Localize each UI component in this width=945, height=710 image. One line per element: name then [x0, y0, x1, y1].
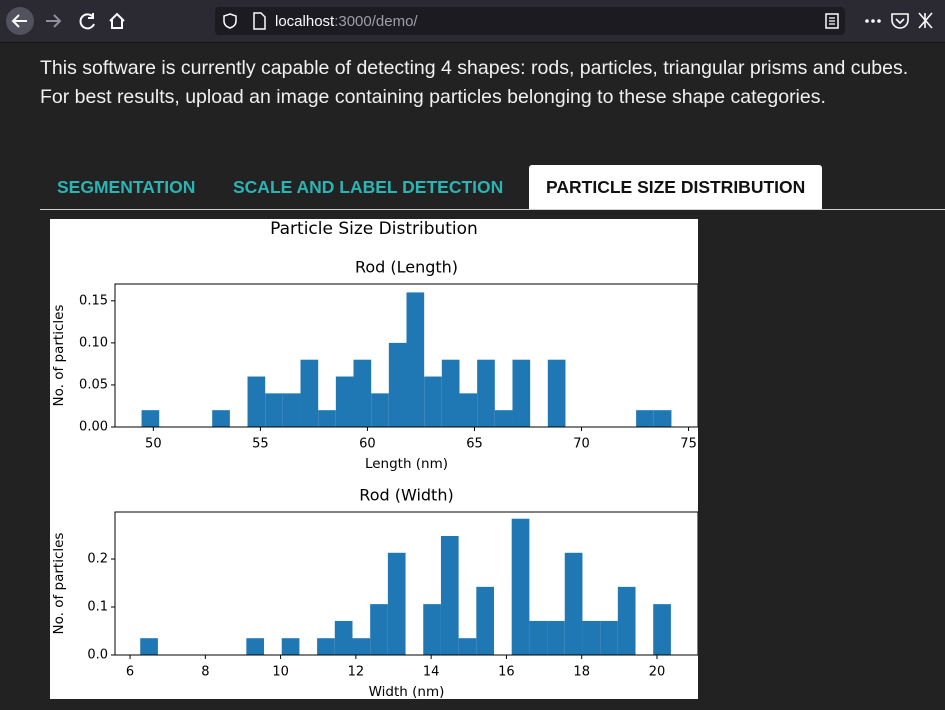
- histogram-bar: [547, 620, 565, 655]
- y-tick-label: 0.0: [87, 648, 108, 663]
- url-path: :3000/demo/: [334, 13, 418, 30]
- histogram-bar: [246, 638, 265, 655]
- histogram-bar: [459, 393, 478, 427]
- x-tick-label: 16: [498, 665, 515, 680]
- histogram-bar: [653, 604, 671, 655]
- histogram-bar: [247, 376, 266, 427]
- x-axis-label: Length (nm): [365, 456, 448, 472]
- histogram-bar: [318, 410, 336, 427]
- shield-icon: [223, 13, 237, 29]
- y-tick-label: 0.2: [87, 552, 108, 567]
- figure: Particle Size Distribution 0.00 0.05 0.10 0…: [50, 219, 698, 699]
- histogram-bar: [600, 620, 618, 655]
- histogram-bar: [423, 604, 441, 655]
- histogram-bar: [636, 410, 654, 427]
- url-host: localhost: [275, 13, 335, 30]
- axes-title: Rod (Width): [359, 486, 453, 505]
- y-tick-label: 0.15: [79, 293, 108, 308]
- axes-frame: [114, 283, 698, 428]
- x-tick-label: 60: [359, 437, 376, 452]
- nav-icons: [6, 7, 125, 35]
- tab-bar: SEGMENTATION SCALE AND LABEL DETECTION P…: [40, 165, 945, 210]
- reader-icon[interactable]: [818, 7, 848, 35]
- x-tick-label: 70: [573, 437, 590, 452]
- histogram-bar: [388, 342, 407, 427]
- reload-button[interactable]: [79, 13, 95, 30]
- histogram-bar: [140, 638, 158, 655]
- x-tick-label: 18: [573, 665, 590, 680]
- histogram-bar: [547, 359, 566, 427]
- histogram-bar: [617, 586, 636, 655]
- intro-line: For best results, upload an image contai…: [40, 86, 826, 108]
- browser-toolbar: localhost:3000/demo/: [0, 0, 945, 43]
- x-tick-label: 75: [680, 437, 697, 452]
- histogram-bar: [335, 376, 354, 427]
- menu-icons: [865, 12, 933, 29]
- histogram-bar: [476, 586, 495, 655]
- axes-frame: [114, 511, 698, 656]
- url-bar[interactable]: localhost:3000/demo/: [215, 7, 845, 35]
- x-axis-label: Width (nm): [369, 684, 445, 699]
- histogram-bar: [494, 410, 513, 427]
- histogram-bar: [371, 393, 389, 427]
- page-icon: [253, 12, 266, 30]
- histogram-bar: [353, 359, 372, 427]
- y-tick-label: 0.1: [87, 600, 108, 615]
- histogram-bar: [424, 376, 442, 427]
- histogram-bar: [653, 410, 672, 427]
- histogram-bar: [458, 638, 477, 655]
- histogram-bar: [387, 552, 406, 655]
- tab[interactable]: SCALE AND LABEL DETECTION: [233, 177, 504, 197]
- histogram-bar: [317, 638, 335, 655]
- histogram-bar: [511, 518, 530, 655]
- tab[interactable]: SEGMENTATION: [57, 177, 196, 197]
- y-axis-label: No. of particles: [51, 305, 67, 407]
- tab-active[interactable]: PARTICLE SIZE DISTRIBUTION: [529, 165, 823, 209]
- histogram-bar: [352, 638, 371, 655]
- forward-button[interactable]: [46, 14, 62, 28]
- url-icons: [223, 12, 266, 30]
- histogram-bar: [564, 552, 583, 655]
- y-tick-label: 0.05: [79, 377, 108, 392]
- histogram-bar: [141, 410, 160, 427]
- histogram-bar: [212, 410, 230, 427]
- histogram-bar: [512, 359, 531, 427]
- more-button[interactable]: [865, 19, 881, 23]
- axes-title: Rod (Length): [355, 258, 458, 277]
- y-tick-label: 0.10: [79, 335, 108, 350]
- histogram-bar: [406, 292, 425, 427]
- back-icon: [11, 14, 27, 28]
- histogram-bar: [265, 393, 283, 427]
- figure-title: Particle Size Distribution: [270, 219, 478, 239]
- intro-line: This software is currently capable of de…: [40, 57, 909, 79]
- url: localhost:3000/demo/: [275, 13, 418, 30]
- home-button[interactable]: [109, 12, 125, 29]
- pocket-button[interactable]: [891, 13, 909, 29]
- histogram-bar: [334, 620, 353, 655]
- x-tick-label: 10: [272, 665, 289, 680]
- histogram-bar: [440, 535, 459, 655]
- x-tick-label: 6: [126, 665, 134, 680]
- x-tick-label: 65: [466, 437, 483, 452]
- histogram-bar: [300, 359, 319, 427]
- x-tick-label: 14: [423, 665, 440, 680]
- x-tick-label: 50: [145, 437, 162, 452]
- histogram-bar: [370, 604, 388, 655]
- y-tick-label: 0.00: [79, 420, 108, 435]
- histogram-bar: [441, 359, 460, 427]
- intro-text: This software is currently capable of de…: [40, 54, 908, 112]
- histogram-bar: [282, 393, 301, 427]
- x-tick-label: 20: [649, 665, 666, 680]
- y-axis-label: No. of particles: [51, 533, 67, 635]
- x-tick-label: 55: [252, 437, 269, 452]
- x-tick-label: 8: [201, 665, 209, 680]
- x-tick-label: 12: [348, 665, 365, 680]
- histogram-bar: [477, 359, 495, 427]
- histogram-bar: [582, 620, 601, 655]
- extension-button[interactable]: [918, 12, 933, 29]
- histogram-bar: [529, 620, 548, 655]
- histogram-bar: [281, 638, 300, 655]
